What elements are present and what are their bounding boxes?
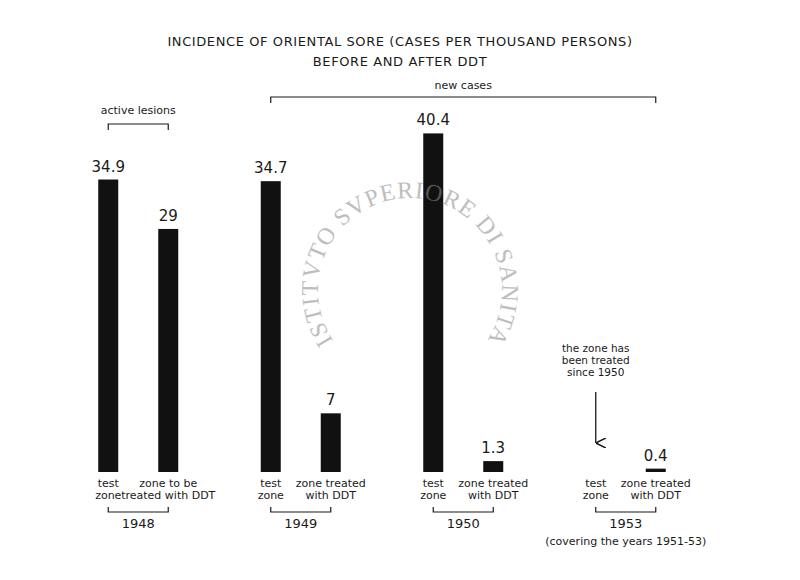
group-bracket [433,507,493,512]
annotations: active lesions new cases the zone hasbeen … [101,79,656,443]
group-label: 1948 [122,516,155,531]
data-label: 0.4 [644,447,668,465]
annotation-bracket [271,97,656,103]
bar [98,180,118,472]
annotation: active lesions [101,104,176,117]
subtitle: BEFORE AND AFTER DDT [313,54,487,69]
bars [98,133,666,472]
bar [321,413,341,472]
group-label: 1953 [609,516,642,531]
annotation: the zone hasbeen treatedsince 1950 [562,342,630,378]
data-label: 1.3 [481,439,505,457]
data-labels: 34.9 29 34.7 7 40.4 1.3 0.4 [92,111,668,464]
annotation-arrow [595,392,596,443]
data-label: 29 [159,207,178,225]
category-label: zone treatedwith DDT [458,477,528,502]
watermark: ISTITVTO SVPERIORE DI SANITA [297,177,523,352]
chart: INCIDENCE OF ORIENTAL SORE (CASES PER TH… [0,0,800,580]
annotation: new cases [435,79,493,92]
category-labels: testzonezone to betreated with DDTtestzo… [95,477,691,502]
bar [483,461,503,472]
group-bracket [596,507,656,512]
bar [646,469,666,472]
category-label: testzone [258,477,284,502]
data-label: 34.9 [92,158,125,176]
category-label: testzone [95,477,121,502]
data-label: 34.7 [254,159,287,177]
group-bracket [271,507,331,512]
bar [261,181,281,472]
category-label: zone treatedwith DDT [621,477,691,502]
bar [158,229,178,472]
group-labels: 1948 1949 1950 1953 (covering the years 1951… [108,507,706,548]
group-label: 1950 [447,516,480,531]
category-label: zone to betreated with DDT [121,477,215,502]
annotation-bracket [108,124,168,130]
category-label: testzone [583,477,609,502]
data-label: 40.4 [417,111,450,129]
category-label: zone treatedwith DDT [296,477,366,502]
group-note: (covering the years 1951-53) [545,535,706,548]
title: INCIDENCE OF ORIENTAL SORE (CASES PER TH… [167,34,632,49]
group-label: 1949 [284,516,317,531]
data-label: 7 [326,391,336,409]
group-bracket [108,507,168,512]
category-label: testzone [420,477,446,502]
